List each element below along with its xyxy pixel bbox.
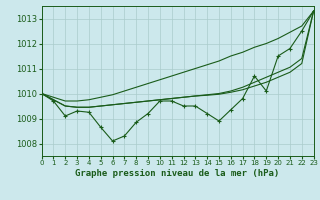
X-axis label: Graphe pression niveau de la mer (hPa): Graphe pression niveau de la mer (hPa) bbox=[76, 169, 280, 178]
